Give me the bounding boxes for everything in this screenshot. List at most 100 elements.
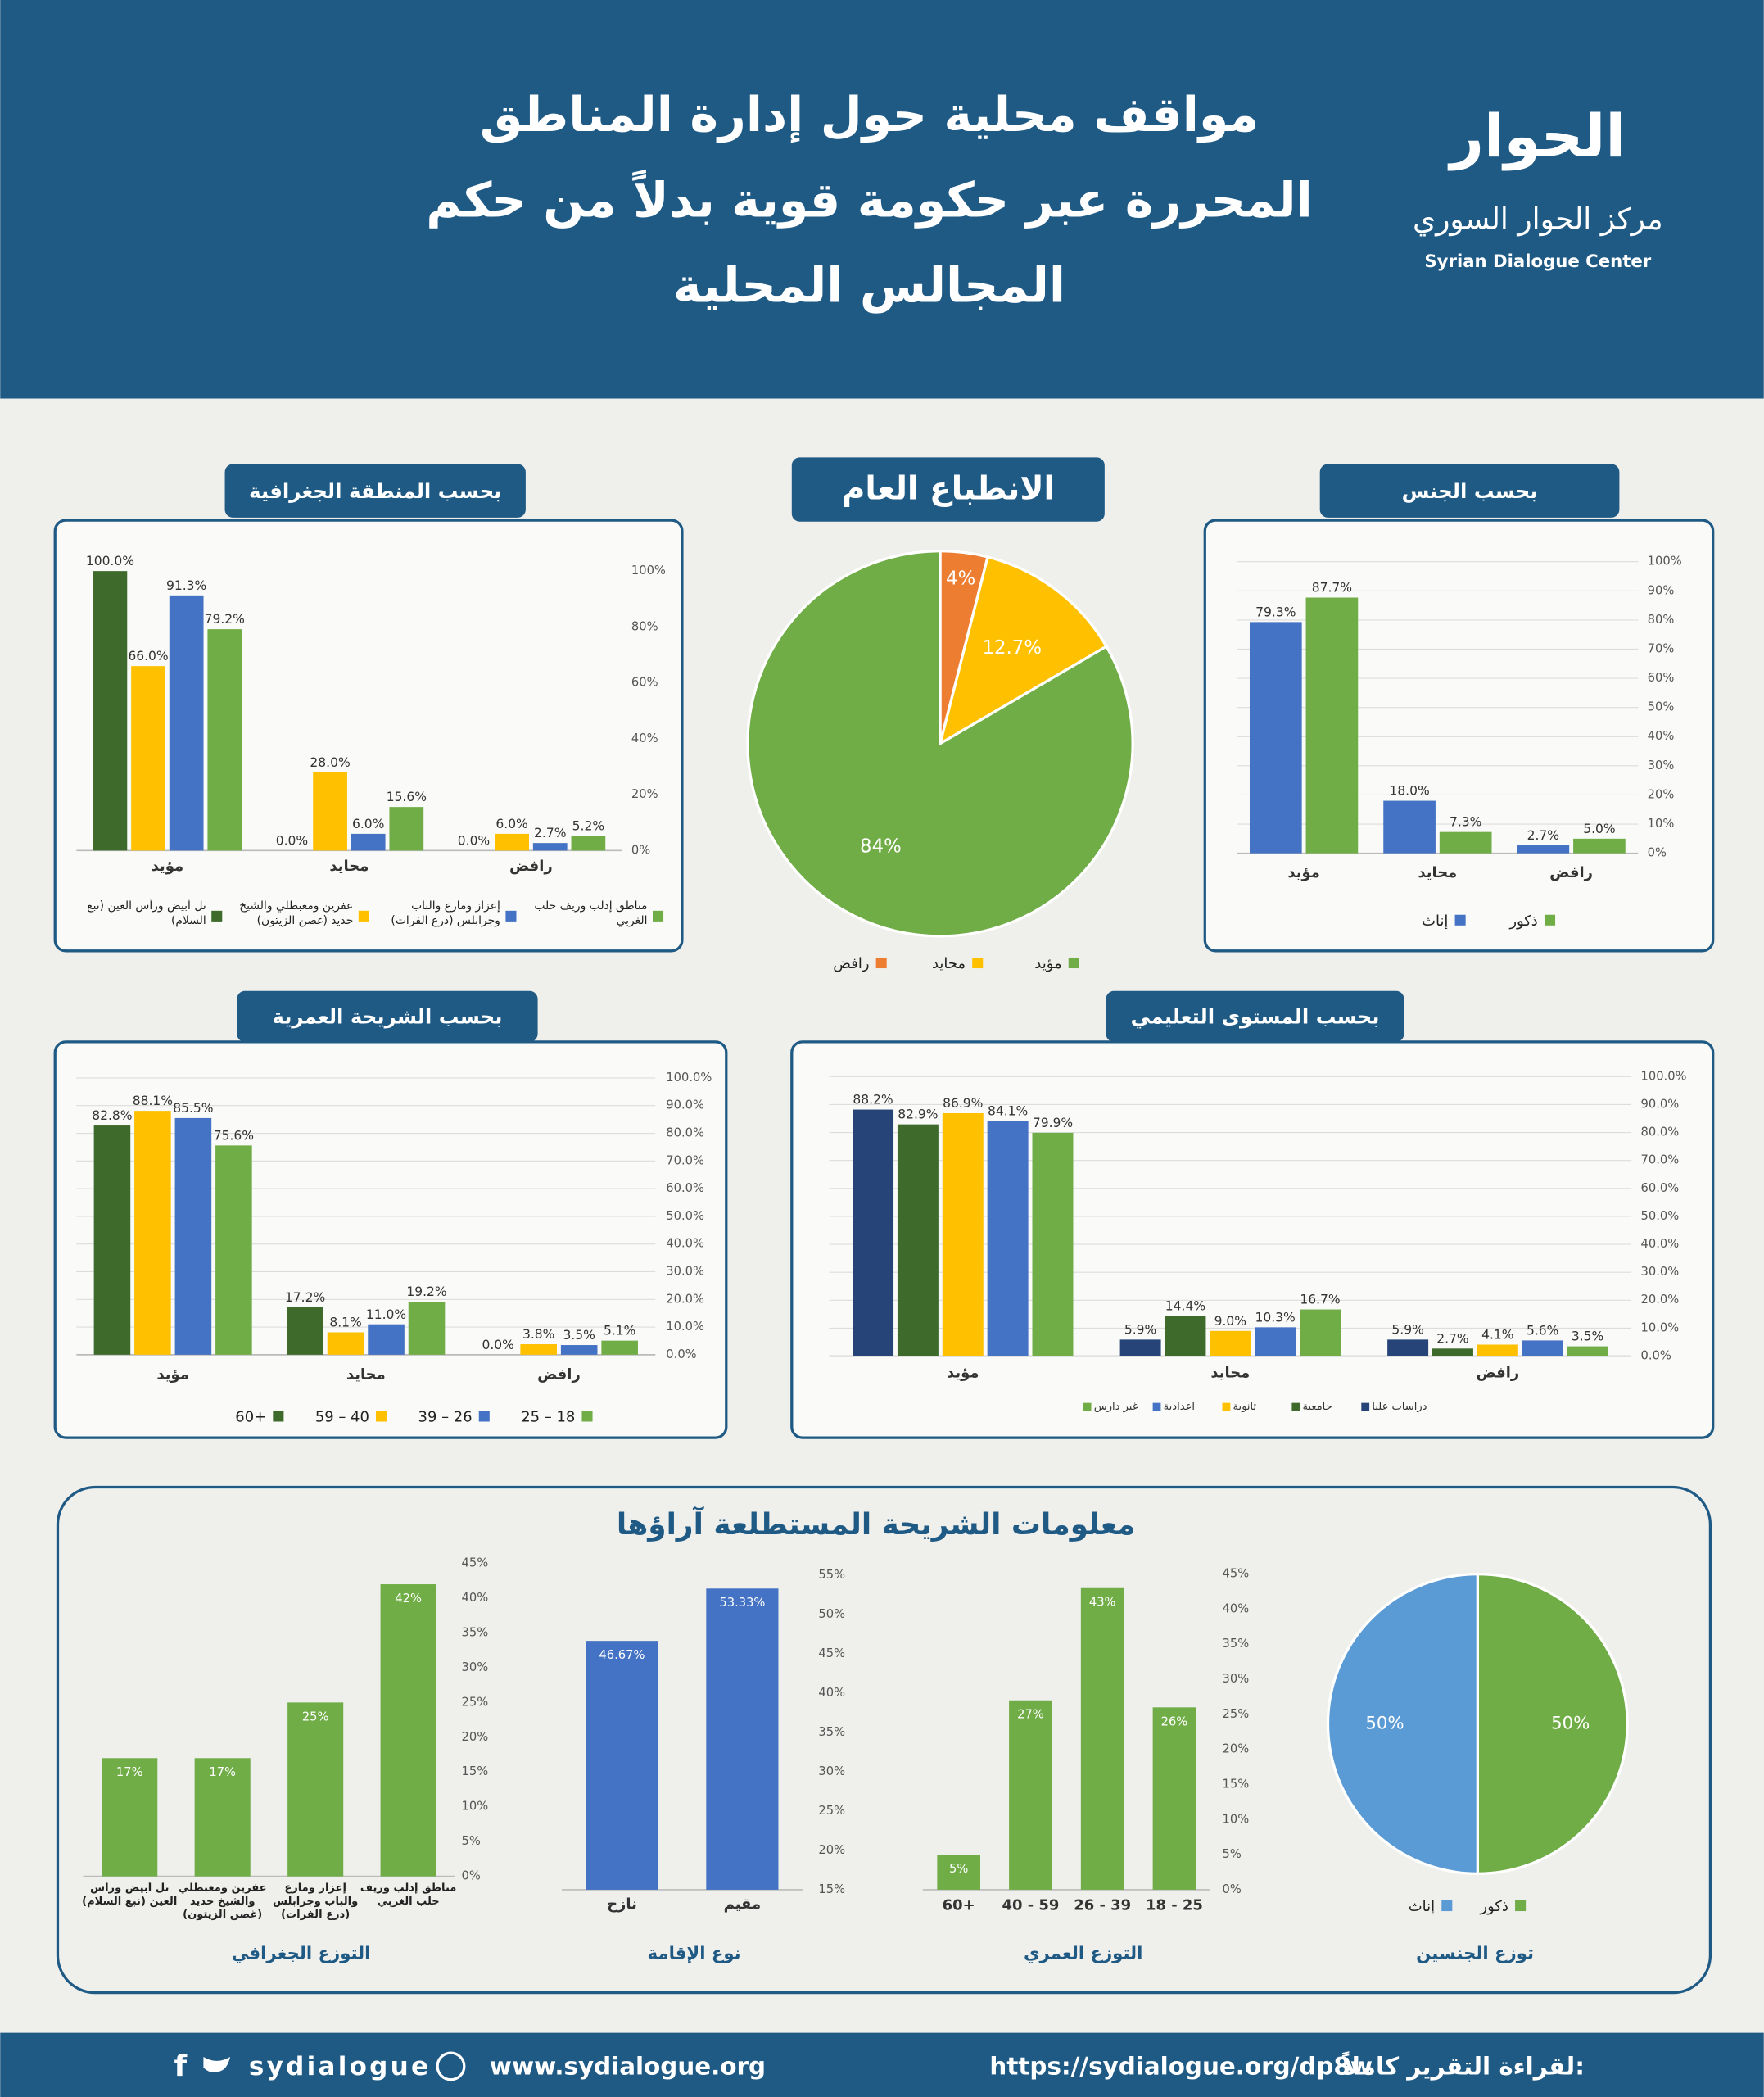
bar <box>1432 1348 1473 1356</box>
bar <box>1249 622 1302 854</box>
y-tick-label: 0% <box>631 843 650 857</box>
x-tick-label: مؤيد <box>947 1365 979 1382</box>
y-tick-label: 10% <box>1648 817 1675 831</box>
legend-label: ذكور <box>1479 1898 1508 1915</box>
data-label: 7.3% <box>1450 815 1481 830</box>
website: www.sydialogue.org <box>490 2053 766 2081</box>
report-link: https://sydialogue.org/dp8w <box>989 2053 1373 2081</box>
bar <box>1255 1327 1296 1356</box>
bar <box>207 629 242 851</box>
y-tick-label: 70.0% <box>666 1153 704 1167</box>
legend-swatch <box>1454 914 1466 926</box>
org-name-en: Syrian Dialogue Center <box>1424 251 1651 272</box>
y-tick-label: 5% <box>462 1834 481 1848</box>
title-tab <box>1319 464 1620 518</box>
legend-swatch <box>653 910 664 922</box>
bar <box>287 1307 323 1355</box>
y-tick-label: 100% <box>1648 555 1682 568</box>
data-label: 25% <box>302 1710 329 1723</box>
y-tick-label: 30.0% <box>666 1264 704 1278</box>
x-tick-label: محايد <box>1418 864 1457 881</box>
legend-label: مؤيد <box>1034 955 1061 972</box>
y-tick-label: 15% <box>1223 1778 1250 1791</box>
bar <box>560 1345 598 1355</box>
pie-slice <box>1326 1572 1479 1875</box>
bar <box>194 1758 251 1877</box>
legend-swatch <box>1152 1402 1161 1411</box>
legend-swatch <box>1291 1402 1300 1411</box>
y-tick-label: 40% <box>818 1686 845 1700</box>
x-tick-label: محايد <box>329 858 369 875</box>
bar <box>1165 1316 1206 1356</box>
y-tick-label: 30% <box>1648 759 1675 772</box>
bar <box>134 1111 171 1355</box>
bar <box>1080 1587 1124 1890</box>
bar <box>368 1324 405 1355</box>
y-tick-label: 20.0% <box>1641 1293 1680 1307</box>
chart-title: بحسب الجنس <box>1402 479 1538 503</box>
y-tick-label: 40% <box>462 1591 489 1605</box>
data-label: 79.2% <box>205 612 245 627</box>
legend-label: إناث <box>1422 913 1448 930</box>
y-tick-label: 30% <box>462 1660 489 1674</box>
data-label: 84.1% <box>988 1104 1028 1119</box>
y-tick-label: 35% <box>462 1625 489 1639</box>
facebook-icon: f <box>174 2049 188 2083</box>
header-title: المجالس المحلية <box>673 257 1065 314</box>
data-label: 18.0% <box>1389 784 1429 799</box>
data-label: 50% <box>1365 1713 1404 1733</box>
bar <box>706 1588 779 1890</box>
y-tick-label: 80.0% <box>1641 1125 1680 1139</box>
bar <box>942 1112 984 1356</box>
data-label: 5.2% <box>572 819 604 834</box>
y-tick-label: 40% <box>1648 729 1675 743</box>
x-tick-label: نازح <box>607 1895 637 1913</box>
data-label: 46.67% <box>599 1648 645 1662</box>
bar <box>1210 1330 1251 1356</box>
y-tick-label: 90.0% <box>1641 1097 1680 1111</box>
bar <box>93 1125 131 1355</box>
y-tick-label: 10.0% <box>666 1320 704 1334</box>
chart-title: بحسب الشريحة العمرية <box>272 1004 502 1028</box>
x-tick-label: إعزاز ومارع والباب وجرابلس (درع الفرات) <box>273 1882 359 1921</box>
bar <box>1517 845 1570 854</box>
legend-swatch <box>273 1411 284 1422</box>
logo: الحوار <box>1448 102 1626 171</box>
x-tick-label: محايد <box>1210 1365 1250 1382</box>
legend-swatch <box>1515 1900 1527 1912</box>
chart-title: التوزع العمري <box>1024 1943 1142 1963</box>
sample-panel <box>56 1485 1712 1995</box>
data-label: 0.0% <box>276 833 308 848</box>
legend-swatch <box>1361 1402 1370 1411</box>
data-label: 2.7% <box>1527 828 1559 843</box>
legend-label: اعدادية <box>1164 1401 1195 1413</box>
bar <box>351 833 386 851</box>
y-tick-label: 55% <box>818 1568 845 1582</box>
y-tick-label: 10% <box>462 1800 489 1814</box>
y-tick-label: 40.0% <box>666 1237 704 1251</box>
y-tick-label: 15% <box>818 1882 845 1896</box>
chart-title: التوزع الجغرافي <box>232 1943 371 1963</box>
globe-icon <box>436 2051 466 2081</box>
data-label: 88.1% <box>133 1094 173 1108</box>
legend-label: 25 – 18 <box>521 1409 575 1426</box>
y-tick-label: 80.0% <box>666 1126 704 1140</box>
footer-band <box>0 2032 1764 2097</box>
y-tick-label: 0% <box>1223 1882 1242 1896</box>
bar <box>93 571 128 851</box>
y-tick-label: 100.0% <box>666 1071 712 1085</box>
y-tick-label: 40% <box>631 731 658 745</box>
data-label: 15.6% <box>387 790 427 804</box>
chart-title: بحسب المستوى التعليمي <box>1131 1004 1380 1028</box>
legend-label-box: مناطق إدلب وريف حلب الغربي <box>534 900 647 928</box>
pie-slice <box>1476 1572 1629 1875</box>
y-tick-label: 30.0% <box>1641 1265 1680 1279</box>
data-label: 86.9% <box>943 1096 983 1111</box>
y-tick-label: 100% <box>631 564 666 577</box>
x-tick-label: عفرين ومعبطلي والشيخ حديد (غصن الزيتون) <box>178 1882 267 1921</box>
data-label: 6.0% <box>352 817 384 831</box>
x-tick-label: مؤيد <box>156 1366 188 1383</box>
y-tick-label: 100.0% <box>1641 1069 1687 1083</box>
x-tick-label: رافض <box>537 1366 581 1383</box>
